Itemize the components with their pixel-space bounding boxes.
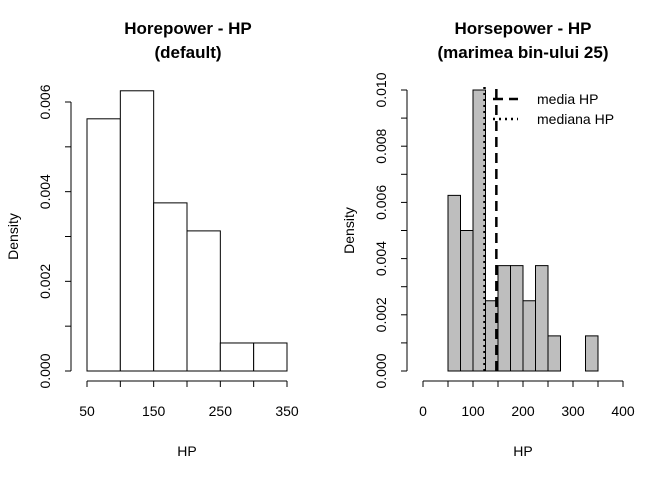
x-tick-label: 400 bbox=[611, 403, 635, 419]
chart-panel-1: 50 150 250 350 HP 0.000 0.002 0.004 0.006 Density… bbox=[5, 19, 299, 459]
chart-title: Horsepower - HP bbox=[455, 19, 592, 38]
chart-subtitle: (marimea bin-ului 25) bbox=[438, 43, 609, 62]
chart-panel-2: 0 100 200 300 400 HP 0.000 0.002 0.004 0.006 0.008… bbox=[341, 19, 635, 459]
y-axis: 0.000 0.002 0.004 0.006 bbox=[37, 84, 72, 389]
histogram-bar bbox=[86, 118, 121, 372]
x-tick-label: 50 bbox=[79, 403, 95, 419]
histogram-bar bbox=[497, 265, 511, 372]
histogram-bar bbox=[119, 90, 155, 372]
x-tick-label: 100 bbox=[461, 403, 485, 419]
histogram-bar bbox=[472, 89, 486, 372]
y-tick-label: 0.004 bbox=[373, 241, 389, 276]
x-tick-label: 0 bbox=[419, 403, 427, 419]
x-axis-title: HP bbox=[177, 443, 196, 459]
x-tick-label: 250 bbox=[209, 403, 233, 419]
x-tick-label: 150 bbox=[142, 403, 166, 419]
x-axis: 50 150 250 350 bbox=[79, 380, 299, 419]
y-tick-label: 0.002 bbox=[37, 264, 53, 299]
x-tick-label: 200 bbox=[511, 403, 535, 419]
histogram-bar bbox=[186, 230, 221, 372]
legend-label: mediana HP bbox=[537, 111, 614, 127]
y-axis: 0.000 0.002 0.004 0.006 0.008 0.010 bbox=[373, 72, 408, 389]
histogram-bar bbox=[460, 230, 474, 372]
y-tick-label: 0.006 bbox=[373, 185, 389, 220]
histogram-bar bbox=[447, 194, 461, 372]
x-axis: 0 100 200 300 400 bbox=[419, 380, 635, 419]
y-tick-label: 0.010 bbox=[373, 72, 389, 107]
legend-label: media HP bbox=[537, 91, 598, 107]
x-tick-label: 300 bbox=[561, 403, 585, 419]
histogram-bar bbox=[253, 342, 288, 372]
y-axis-title: Density bbox=[341, 207, 357, 254]
x-axis-title: HP bbox=[513, 443, 532, 459]
histogram-bar bbox=[510, 265, 524, 372]
y-tick-label: 0.000 bbox=[37, 353, 53, 388]
y-tick-label: 0.006 bbox=[37, 84, 53, 119]
y-axis-title: Density bbox=[5, 213, 21, 260]
chart-title: Horepower - HP bbox=[124, 19, 252, 38]
y-tick-label: 0.004 bbox=[37, 174, 53, 209]
histogram-bar bbox=[535, 265, 549, 372]
histogram-bar bbox=[219, 342, 255, 372]
legend: media HP mediana HP bbox=[493, 91, 614, 127]
y-tick-label: 0.000 bbox=[373, 353, 389, 388]
x-tick-label: 350 bbox=[275, 403, 299, 419]
histogram-bar bbox=[585, 335, 599, 372]
histogram-bar bbox=[153, 202, 188, 372]
y-tick-label: 0.002 bbox=[373, 297, 389, 332]
chart-subtitle: (default) bbox=[154, 43, 221, 62]
y-tick-label: 0.008 bbox=[373, 128, 389, 163]
histogram-bar bbox=[547, 335, 561, 372]
histogram-bar bbox=[522, 300, 536, 372]
